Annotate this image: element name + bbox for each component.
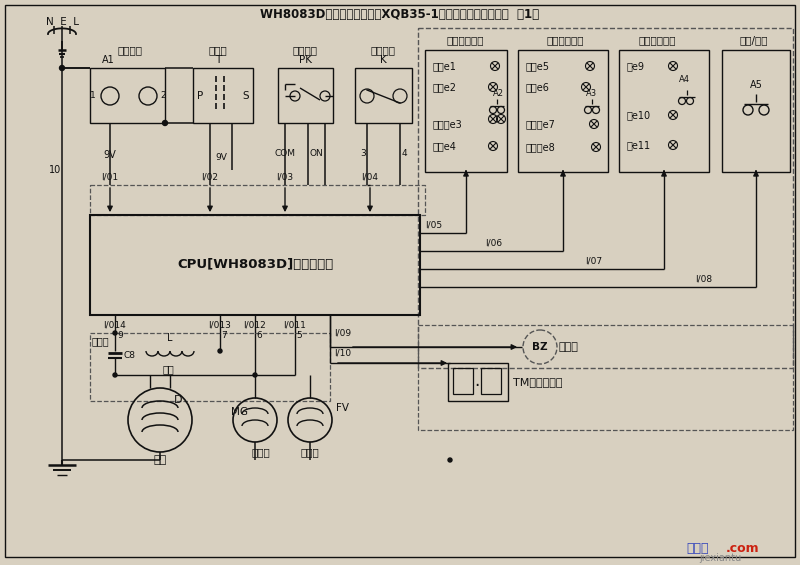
Text: 电容器: 电容器: [91, 336, 109, 346]
Text: D: D: [174, 395, 182, 405]
Bar: [448, 363, 508, 401]
Bar: [418, 325, 793, 430]
Text: I/07: I/07: [585, 256, 602, 265]
Text: I/09: I/09: [334, 328, 351, 337]
Text: 蜂鸣器: 蜂鸣器: [558, 342, 578, 352]
Bar: [481, 368, 501, 394]
Text: 2: 2: [160, 92, 166, 101]
Circle shape: [162, 120, 167, 125]
Text: I/012: I/012: [244, 321, 266, 330]
Text: 针织品e3: 针织品e3: [433, 119, 462, 129]
Text: 启动/暂停: 启动/暂停: [740, 35, 768, 45]
Bar: [90, 185, 425, 215]
Text: 弱洗e6: 弱洗e6: [526, 82, 550, 92]
Text: I/014: I/014: [104, 321, 126, 330]
Text: jiexiantu: jiexiantu: [699, 553, 741, 563]
Text: K: K: [380, 55, 386, 65]
Text: 接线图: 接线图: [686, 541, 709, 554]
Bar: [193, 68, 253, 123]
Text: L: L: [167, 333, 173, 343]
Text: 电感: 电感: [162, 364, 174, 374]
Text: WH8083D微处理器在威力牌XQB35-1全自动洗衣机应用电路  第1张: WH8083D微处理器在威力牌XQB35-1全自动洗衣机应用电路 第1张: [261, 7, 539, 20]
Text: I/04: I/04: [362, 172, 378, 181]
Bar: [518, 50, 608, 172]
Text: I/05: I/05: [425, 220, 442, 229]
Text: 洗衣程序选择: 洗衣程序选择: [638, 35, 676, 45]
Text: I/02: I/02: [202, 172, 218, 181]
Text: 变压器: 变压器: [209, 45, 227, 55]
Bar: [90, 215, 420, 315]
Text: BZ: BZ: [532, 342, 548, 352]
Text: TM时间指示窗: TM时间指示窗: [514, 377, 562, 387]
Text: 6: 6: [256, 331, 262, 340]
Text: 4: 4: [401, 149, 407, 158]
Text: 衣物面料选择: 衣物面料选择: [446, 35, 484, 45]
Text: COM: COM: [274, 149, 295, 158]
Text: 短脱水e8: 短脱水e8: [526, 142, 556, 152]
Text: 电磁铁: 电磁铁: [252, 447, 270, 457]
Text: FV: FV: [336, 403, 349, 413]
Text: I/01: I/01: [102, 172, 118, 181]
Text: 强洗e5: 强洗e5: [526, 61, 550, 71]
Text: CPU[WH8083D]电脑程控器: CPU[WH8083D]电脑程控器: [177, 259, 333, 272]
Text: 9V: 9V: [104, 150, 116, 160]
Text: 9: 9: [117, 331, 123, 340]
Text: 经济洗e7: 经济洗e7: [526, 119, 556, 129]
Bar: [425, 50, 507, 172]
Text: I/06: I/06: [485, 238, 502, 247]
Text: 电源开关: 电源开关: [118, 45, 142, 55]
Circle shape: [253, 373, 257, 377]
Circle shape: [113, 331, 117, 335]
Text: .com: .com: [726, 541, 760, 554]
Text: 洗e9: 洗e9: [627, 61, 645, 71]
Text: 7: 7: [221, 331, 227, 340]
Bar: [418, 28, 793, 368]
Text: 1: 1: [90, 92, 96, 101]
Text: I/08: I/08: [695, 274, 712, 283]
Text: 轻柔e4: 轻柔e4: [433, 141, 457, 151]
Text: I/10: I/10: [334, 349, 351, 358]
Bar: [722, 50, 790, 172]
Text: I/013: I/013: [209, 321, 231, 330]
Bar: [90, 333, 330, 401]
Text: I/011: I/011: [283, 321, 306, 330]
Circle shape: [59, 66, 65, 71]
Text: MG: MG: [230, 407, 247, 417]
Circle shape: [218, 349, 222, 353]
Bar: [619, 50, 709, 172]
Text: 压力开关: 压力开关: [293, 45, 318, 55]
Bar: [453, 368, 473, 394]
Text: C8: C8: [124, 350, 136, 359]
Text: 标准e1: 标准e1: [433, 61, 457, 71]
Text: 脱e11: 脱e11: [627, 140, 651, 150]
Text: A4: A4: [679, 76, 690, 85]
Text: A1: A1: [102, 55, 114, 65]
Text: 3: 3: [360, 149, 366, 158]
Text: A5: A5: [750, 80, 762, 90]
Text: A2: A2: [493, 89, 504, 98]
Text: 漂e10: 漂e10: [627, 110, 651, 120]
Text: S: S: [242, 91, 250, 101]
Text: 免洗e2: 免洗e2: [433, 82, 457, 92]
Bar: [278, 68, 333, 123]
Circle shape: [448, 458, 452, 462]
Circle shape: [113, 373, 117, 377]
Text: 5: 5: [296, 331, 302, 340]
Bar: [90, 68, 165, 123]
Text: I/03: I/03: [277, 172, 294, 181]
Text: 进水阀: 进水阀: [301, 447, 319, 457]
Text: ON: ON: [309, 149, 323, 158]
Text: A3: A3: [586, 89, 597, 98]
Text: 10: 10: [49, 165, 61, 175]
Text: T: T: [215, 55, 221, 65]
Bar: [355, 68, 412, 123]
Text: 随意操作选择: 随意操作选择: [546, 35, 584, 45]
Text: P: P: [197, 91, 203, 101]
Text: N  E  L: N E L: [46, 17, 78, 27]
Text: 电机: 电机: [154, 455, 166, 465]
Text: 安全开关: 安全开关: [370, 45, 395, 55]
Text: .: .: [474, 372, 480, 390]
Text: PK: PK: [298, 55, 311, 65]
Text: 9V: 9V: [215, 154, 227, 163]
